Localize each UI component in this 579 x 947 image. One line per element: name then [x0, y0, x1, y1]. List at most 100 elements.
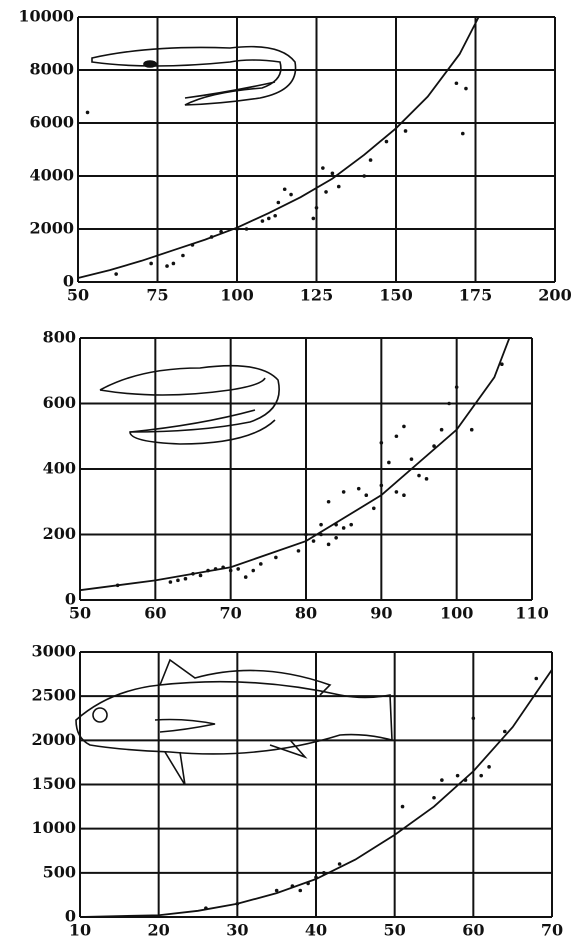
data-point	[362, 174, 367, 178]
data-point	[424, 477, 429, 481]
data-point	[267, 216, 271, 221]
data-point	[402, 424, 406, 429]
data-point	[198, 573, 203, 578]
data-point	[337, 862, 342, 866]
data-point	[409, 457, 414, 461]
data-point	[276, 200, 281, 205]
data-point	[447, 401, 451, 406]
x-tick-label: 40	[305, 921, 327, 940]
data-point	[479, 773, 484, 778]
data-point	[487, 765, 491, 769]
data-point	[273, 213, 277, 218]
data-point	[387, 460, 391, 465]
fit-curve	[79, 337, 511, 592]
data-point	[372, 506, 376, 511]
y-tick-label: 3000	[31, 642, 76, 661]
data-point	[311, 216, 316, 221]
x-tick-label: 150	[379, 286, 412, 305]
data-point	[282, 187, 287, 192]
y-tick-label: 4000	[29, 166, 74, 185]
y-tick-label: 2000	[31, 730, 76, 749]
data-point	[379, 441, 384, 445]
data-point	[464, 86, 468, 91]
y-tick-label: 800	[43, 328, 76, 347]
data-point	[274, 555, 278, 560]
data-point	[432, 444, 436, 448]
data-point	[439, 427, 444, 432]
data-point	[176, 578, 180, 583]
x-tick-label: 60	[144, 604, 166, 623]
data-point	[165, 264, 169, 268]
data-point	[454, 81, 459, 86]
x-tick-label: 125	[300, 286, 333, 305]
data-point	[341, 526, 346, 530]
data-point	[149, 261, 153, 266]
data-point	[384, 139, 389, 144]
data-point	[368, 158, 373, 162]
data-point	[114, 272, 118, 276]
x-tick-label: 60	[462, 921, 484, 940]
fit-curve	[79, 669, 553, 918]
x-tick-label: 100	[440, 604, 473, 623]
data-point	[379, 483, 384, 488]
data-point	[402, 493, 406, 498]
fit-curve	[77, 16, 480, 279]
x-tick-label: 50	[384, 921, 406, 940]
data-point	[503, 729, 507, 734]
data-point	[298, 888, 303, 893]
data-point	[469, 427, 474, 432]
data-point	[394, 434, 399, 439]
x-tick-label: 175	[459, 286, 492, 305]
y-tick-label: 400	[43, 459, 76, 478]
y-tick-label: 2500	[31, 686, 76, 705]
data-point	[356, 486, 361, 491]
data-point	[534, 676, 539, 681]
x-tick-label: 50	[69, 604, 91, 623]
data-point	[259, 562, 263, 566]
eel-drawing	[91, 45, 297, 106]
y-tick-label: 0	[65, 590, 76, 609]
x-tick-label: 90	[370, 604, 392, 623]
data-point	[321, 166, 325, 170]
data-point	[181, 253, 185, 258]
x-tick-label: 200	[538, 286, 571, 305]
y-tick-label: 10000	[18, 7, 74, 26]
data-point	[330, 171, 335, 176]
y-tick-label: 200	[43, 524, 76, 543]
data-point	[243, 575, 248, 579]
data-point	[251, 568, 256, 573]
data-point	[228, 568, 233, 573]
data-point	[183, 576, 188, 581]
data-point	[400, 804, 405, 809]
y-tick-label: 0	[65, 907, 76, 926]
y-tick-label: 2000	[29, 219, 74, 238]
data-point	[417, 473, 421, 478]
data-point	[334, 535, 338, 540]
x-tick-label: 110	[515, 604, 548, 623]
x-tick-label: 70	[541, 921, 563, 940]
data-point	[311, 539, 316, 543]
x-tick-label: 100	[220, 286, 253, 305]
x-tick-label: 20	[148, 921, 170, 940]
eel-drawing	[99, 364, 280, 445]
data-point	[455, 773, 460, 778]
data-point	[326, 542, 331, 547]
x-tick-label: 30	[226, 921, 248, 940]
data-point	[349, 522, 354, 527]
fish-drawing	[75, 658, 393, 786]
y-tick-label: 8000	[29, 60, 74, 79]
data-point	[336, 184, 341, 189]
data-point	[260, 219, 265, 223]
data-point	[364, 493, 369, 498]
data-point	[460, 131, 465, 136]
data-point	[326, 499, 331, 504]
data-point	[319, 522, 323, 527]
data-point	[85, 110, 90, 115]
x-tick-label: 80	[295, 604, 317, 623]
x-tick-label: 10	[69, 921, 91, 940]
data-point	[274, 888, 279, 893]
data-point	[168, 580, 173, 584]
data-point	[289, 192, 293, 197]
x-tick-label: 70	[220, 604, 242, 623]
